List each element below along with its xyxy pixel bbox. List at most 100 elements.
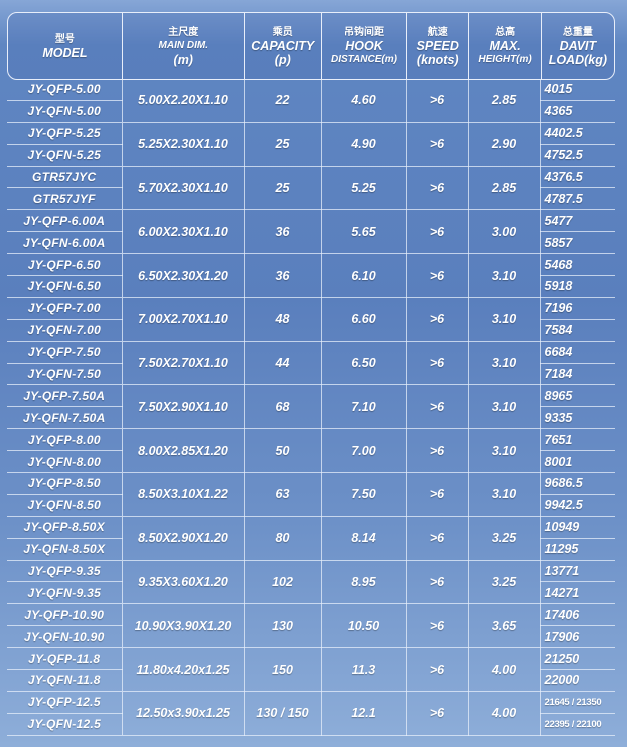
model-cell: JY-QFN-7.00	[7, 319, 123, 342]
header-en-label: HEIGHT(m)	[478, 53, 532, 65]
header-speed: 航速 SPEED (knots)	[407, 13, 470, 79]
model-cell: JY-QFN-6.00A	[7, 231, 123, 255]
main-dim-cell: 7.00X2.70X1.10	[122, 297, 245, 342]
main-dim-cell: 12.50x3.90x1.25	[122, 691, 245, 736]
davit-load-cell: 13771	[540, 560, 615, 583]
table-row: JY-QFN-8.50X 11295	[7, 538, 615, 561]
davit-load-cell: 17906	[540, 625, 615, 649]
model-cell: JY-QFN-5.00	[7, 100, 123, 123]
table-row: JY-QFN-5.00 4365	[7, 100, 615, 123]
table-row: JY-QFP-7.50A 7.50X2.90X1.10 68 7.10 >6 3.10 89…	[7, 384, 615, 430]
header-en-label: MAX.	[489, 38, 521, 53]
model-cell: JY-QFN-12.5	[7, 713, 123, 736]
model-cell: JY-QFP-8.50	[7, 472, 123, 495]
model-cell: JY-QFN-10.90	[7, 625, 123, 649]
speed-cell: >6	[406, 384, 469, 430]
capacity-cell: 102	[244, 560, 322, 605]
header-model: 型号 MODEL	[8, 13, 123, 79]
hook-distance-cell: 4.60	[321, 79, 407, 123]
model-cell: JY-QFP-6.00A	[7, 209, 123, 233]
davit-load-cell: 4376.5	[540, 166, 615, 189]
table-header: 型号 MODEL 主尺度 MAIN DIM. (m) 乘员 CAPACITY (p) 吊钩间距 H…	[7, 12, 615, 80]
main-dim-cell: 6.50X2.30X1.20	[122, 253, 245, 298]
capacity-cell: 150	[244, 647, 322, 692]
davit-load-cell: 5918	[540, 275, 615, 298]
header-cn-label: 乘员	[272, 26, 293, 38]
model-cell: GTR57JYC	[7, 166, 123, 189]
header-hook-distance: 吊钩间距 HOOK DISTANCE(m)	[322, 13, 408, 79]
header-en-label: (knots)	[416, 52, 459, 67]
davit-load-cell: 4015	[540, 79, 615, 101]
hook-distance-cell: 5.65	[321, 209, 407, 255]
table-row: JY-QFN-8.50 9942.5	[7, 494, 615, 517]
model-cell: JY-QFN-9.35	[7, 581, 123, 605]
model-cell: JY-QFP-7.50	[7, 341, 123, 364]
model-cell: JY-QFN-5.25	[7, 144, 123, 167]
capacity-cell: 48	[244, 297, 322, 342]
header-max-height: 总高 MAX. HEIGHT(m)	[469, 13, 542, 79]
hook-distance-cell: 4.90	[321, 122, 407, 167]
model-cell: JY-QFP-6.50	[7, 253, 123, 277]
davit-load-cell: 7651	[540, 428, 615, 452]
davit-load-cell: 4752.5	[540, 144, 615, 167]
model-cell: JY-QFN-8.50X	[7, 538, 123, 561]
table-row: JY-QFP-7.50 7.50X2.70X1.10 44 6.50 >6 3.10 668…	[7, 341, 615, 386]
capacity-cell: 22	[244, 79, 322, 123]
table-row: JY-QFP-12.5 12.50x3.90x1.25 130 / 150 12.1 >…	[7, 691, 615, 736]
header-en-label: (p)	[274, 52, 291, 67]
model-cell: JY-QFP-7.50A	[7, 384, 123, 408]
table-row: JY-QFP-9.35 9.35X3.60X1.20 102 8.95 >6 3.25 13…	[7, 560, 615, 605]
davit-load-cell: 4402.5	[540, 122, 615, 145]
model-cell: JY-QFP-8.50X	[7, 516, 123, 539]
table-row: JY-QFN-11.8 22000	[7, 669, 615, 692]
hook-distance-cell: 8.95	[321, 560, 407, 605]
speed-cell: >6	[406, 253, 469, 298]
table-row: JY-QFN-12.5 22395 / 22100	[7, 713, 615, 736]
davit-load-cell: 21645 / 21350	[540, 691, 615, 714]
model-cell: JY-QFP-7.00	[7, 297, 123, 320]
davit-load-cell: 4787.5	[540, 187, 615, 211]
speed-cell: >6	[406, 166, 469, 211]
max-height-cell: 2.85	[468, 166, 541, 211]
hook-distance-cell: 8.14	[321, 516, 407, 561]
capacity-cell: 68	[244, 384, 322, 430]
max-height-cell: 3.25	[468, 560, 541, 605]
davit-load-cell: 5477	[540, 209, 615, 233]
model-cell: JY-QFN-6.50	[7, 275, 123, 298]
capacity-cell: 25	[244, 122, 322, 167]
max-height-cell: 3.10	[468, 297, 541, 342]
header-cn-label: 总重量	[562, 26, 593, 38]
header-cn-label: 吊钩间距	[343, 26, 384, 38]
capacity-cell: 36	[244, 253, 322, 298]
max-height-cell: 4.00	[468, 691, 541, 736]
hook-distance-cell: 7.50	[321, 472, 407, 517]
davit-load-cell: 7184	[540, 363, 615, 386]
table-row: JY-QFN-6.00A 5857	[7, 231, 615, 255]
table-row: JY-QFP-6.50 6.50X2.30X1.20 36 6.10 >6 3.10 546…	[7, 253, 615, 298]
header-en-label: DISTANCE(m)	[331, 53, 397, 65]
speed-cell: >6	[406, 560, 469, 605]
table-row: JY-QFP-10.90 10.90X3.90X1.20 130 10.50 >6 3.6…	[7, 603, 615, 649]
hook-distance-cell: 5.25	[321, 166, 407, 211]
hook-distance-cell: 6.50	[321, 341, 407, 386]
table-row: JY-QFN-10.90 17906	[7, 625, 615, 649]
davit-load-cell: 5468	[540, 253, 615, 277]
header-en-label: SPEED	[416, 38, 459, 53]
table-row: JY-QFP-8.50 8.50X3.10X1.22 63 7.50 >6 3.10 968…	[7, 472, 615, 517]
table-row: JY-QFN-7.00 7584	[7, 319, 615, 342]
max-height-cell: 3.10	[468, 472, 541, 517]
capacity-cell: 130	[244, 603, 322, 649]
header-cn-label: 航速	[427, 26, 448, 38]
davit-load-cell: 5857	[540, 231, 615, 255]
table-row: JY-QFN-8.00 8001	[7, 450, 615, 474]
capacity-cell: 63	[244, 472, 322, 517]
table-row: JY-QFP-11.8 11.80x4.20x1.25 150 11.3 >6 4.00 2…	[7, 647, 615, 692]
hook-distance-cell: 7.10	[321, 384, 407, 430]
davit-load-cell: 22000	[540, 669, 615, 692]
main-dim-cell: 5.00X2.20X1.10	[122, 79, 245, 123]
capacity-cell: 44	[244, 341, 322, 386]
header-cn-label: 型号	[54, 33, 75, 45]
header-en-label: MODEL	[42, 45, 88, 60]
model-cell: JY-QFN-8.00	[7, 450, 123, 474]
davit-load-cell: 9942.5	[540, 494, 615, 517]
